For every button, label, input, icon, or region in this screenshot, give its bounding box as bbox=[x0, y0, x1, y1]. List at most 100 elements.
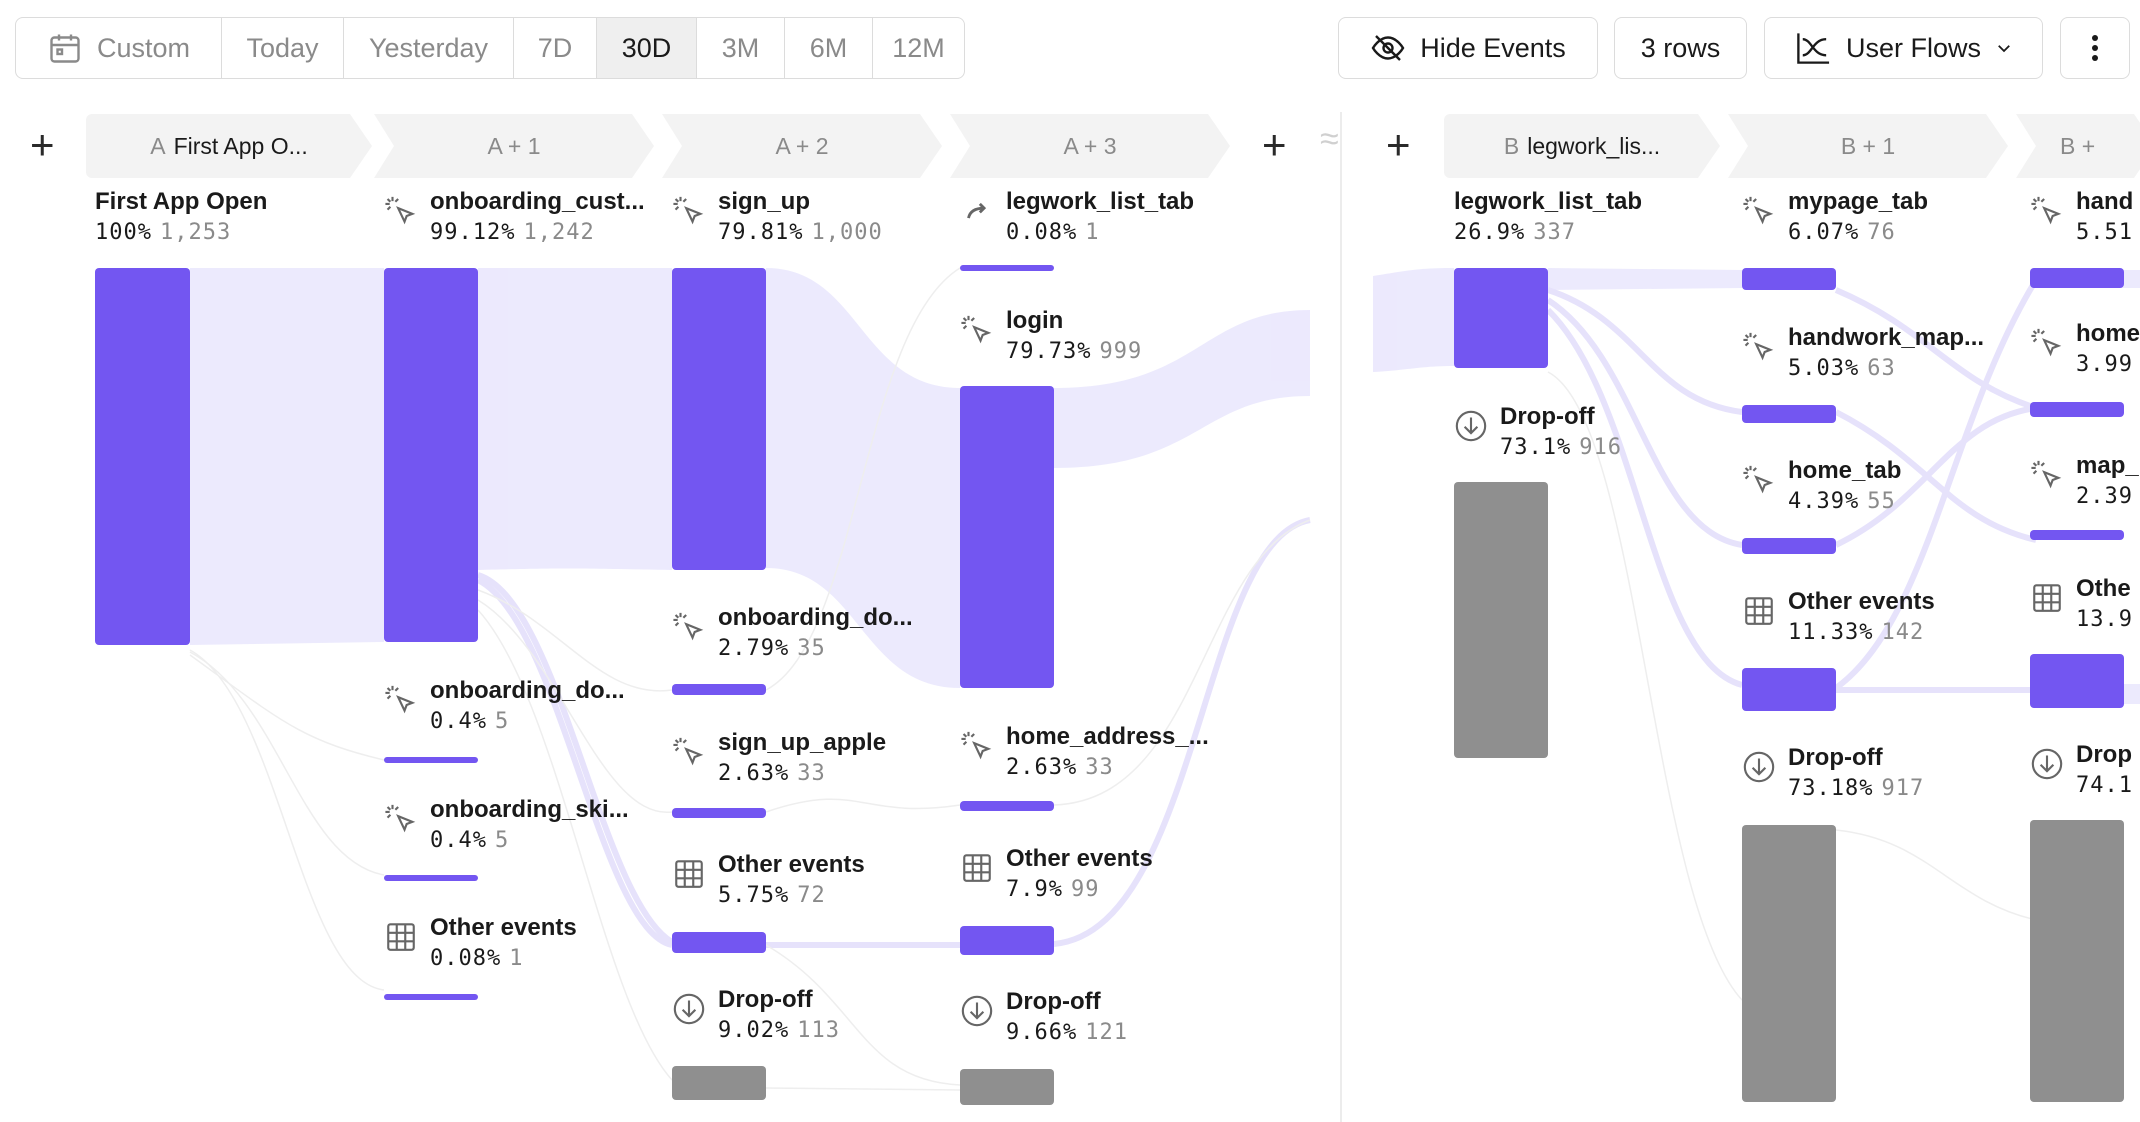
bar-b2-other[interactable] bbox=[2030, 654, 2124, 708]
bar-b2-hand[interactable] bbox=[2030, 268, 2124, 288]
click-icon bbox=[1743, 465, 1774, 494]
node-b0-dropoff[interactable]: Drop-off 73.1% 916 bbox=[1454, 401, 1622, 463]
eye-off-icon bbox=[1371, 35, 1405, 61]
node-b2-hand[interactable]: hand 5.51 bbox=[2030, 186, 2133, 248]
node-b1-home-tab[interactable]: home_tab 4.39% 55 bbox=[1742, 455, 1901, 517]
node-a0-first-app-open[interactable]: First App Open 100% 1,253 bbox=[95, 188, 268, 245]
date-range-3m[interactable]: 3M bbox=[696, 18, 784, 78]
step-header-a2[interactable]: A + 2 bbox=[662, 114, 942, 178]
gap-separator-icon: ≈ bbox=[1320, 120, 1339, 158]
section-divider bbox=[1340, 112, 1342, 1122]
date-range-6m[interactable]: 6M bbox=[784, 18, 872, 78]
date-range-custom[interactable]: Custom bbox=[16, 18, 221, 78]
add-step-after-button[interactable]: + bbox=[1262, 121, 1287, 168]
bar-a2-sign-up-apple[interactable] bbox=[672, 808, 766, 818]
bar-a3-home-address[interactable] bbox=[960, 801, 1054, 811]
bar-a1-other-events[interactable] bbox=[384, 994, 478, 1000]
bar-b1-mypage-tab[interactable] bbox=[1742, 268, 1836, 290]
node-b2-home[interactable]: home 3.99 bbox=[2030, 318, 2140, 380]
bar-a3-legwork-list-tab[interactable] bbox=[960, 265, 1054, 271]
click-icon bbox=[961, 731, 992, 760]
step-header-a[interactable]: A First App O... bbox=[86, 114, 372, 178]
date-range-selector: Custom Today Yesterday 7D 30D 3M 6M 12M bbox=[15, 17, 965, 79]
flow-a2-login bbox=[766, 268, 960, 688]
bar-a1-onboarding-do[interactable] bbox=[384, 757, 478, 763]
node-a2-dropoff[interactable]: Drop-off 9.02% 113 bbox=[672, 984, 840, 1046]
bar-a1-onboarding-cust[interactable] bbox=[384, 268, 478, 642]
node-a2-sign-up[interactable]: sign_up 79.81% 1,000 bbox=[672, 186, 883, 248]
bar-b0-legwork-list-tab[interactable] bbox=[1454, 268, 1548, 368]
more-options-button[interactable] bbox=[2060, 17, 2130, 79]
date-range-today[interactable]: Today bbox=[221, 18, 343, 78]
dropoff-icon bbox=[2031, 748, 2063, 780]
flow-a0-a1 bbox=[190, 268, 384, 645]
bar-a3-login[interactable] bbox=[960, 386, 1054, 688]
bar-a2-dropoff[interactable] bbox=[672, 1066, 766, 1100]
bar-b1-handwork-map[interactable] bbox=[1742, 405, 1836, 423]
dropoff-icon bbox=[961, 995, 993, 1027]
node-a2-sign-up-apple[interactable]: sign_up_apple 2.63% 33 bbox=[672, 727, 886, 789]
node-a1-other-events[interactable]: Other events 0.08% 1 bbox=[384, 912, 577, 974]
node-a3-other-events[interactable]: Other events 7.9% 99 bbox=[960, 843, 1153, 905]
node-b1-mypage-tab[interactable]: mypage_tab 6.07% 76 bbox=[1742, 186, 1928, 248]
user-flows-dropdown[interactable]: User Flows bbox=[1764, 17, 2043, 79]
node-a3-login[interactable]: login 79.73% 999 bbox=[960, 305, 1142, 367]
node-a1-onboarding-cust[interactable]: onboarding_cust... 99.12% 1,242 bbox=[384, 186, 645, 248]
node-b1-dropoff[interactable]: Drop-off 73.18% 917 bbox=[1742, 742, 1924, 804]
bar-a3-dropoff[interactable] bbox=[960, 1069, 1054, 1105]
bar-a3-other-events[interactable] bbox=[960, 926, 1054, 955]
bar-b1-home-tab[interactable] bbox=[1742, 538, 1836, 554]
flow-login-out bbox=[1054, 310, 1310, 468]
redirect-icon bbox=[967, 202, 987, 219]
node-a1-onboarding-do[interactable]: onboarding_do... 0.4% 5 bbox=[384, 675, 625, 737]
calendar-icon bbox=[50, 34, 80, 63]
dropoff-icon bbox=[1455, 410, 1487, 442]
bar-b1-dropoff[interactable] bbox=[1742, 825, 1836, 1102]
node-b1-other-events[interactable]: Other events 11.33% 142 bbox=[1742, 586, 1935, 648]
bar-b1-other-events[interactable] bbox=[1742, 668, 1836, 711]
click-icon bbox=[673, 612, 704, 641]
node-b2-dropoff[interactable]: Drop 74.1 bbox=[2030, 739, 2133, 801]
rows-button[interactable]: 3 rows bbox=[1614, 17, 1747, 79]
click-icon bbox=[1743, 332, 1774, 361]
add-step-before-b-button[interactable]: + bbox=[1386, 121, 1411, 168]
node-a3-home-address[interactable]: home_address_... 2.63% 33 bbox=[960, 721, 1209, 783]
bar-b0-dropoff[interactable] bbox=[1454, 482, 1548, 758]
bar-b2-home[interactable] bbox=[2030, 402, 2124, 417]
step-header-b2[interactable]: B + bbox=[2016, 114, 2140, 178]
date-range-yesterday[interactable]: Yesterday bbox=[343, 18, 513, 78]
node-b1-handwork-map[interactable]: handwork_map... 5.03% 63 bbox=[1742, 322, 1984, 384]
node-a3-legwork-list-tab[interactable]: legwork_list_tab 0.08% 1 bbox=[960, 186, 1194, 248]
node-b0-legwork-list-tab[interactable]: legwork_list_tab 26.9% 337 bbox=[1454, 188, 1643, 245]
bar-a1-onboarding-ski[interactable] bbox=[384, 875, 478, 881]
step-header-a3[interactable]: A + 3 bbox=[950, 114, 1230, 178]
bar-a2-other-events[interactable] bbox=[672, 932, 766, 953]
bar-b2-map[interactable] bbox=[2030, 530, 2124, 540]
date-range-12m[interactable]: 12M bbox=[872, 18, 964, 78]
click-icon bbox=[2031, 460, 2062, 489]
click-icon bbox=[673, 737, 704, 766]
dropoff-icon bbox=[673, 993, 705, 1025]
bar-a2-onboarding-do[interactable] bbox=[672, 684, 766, 695]
grid-icon bbox=[387, 923, 415, 951]
toolbar: Custom Today Yesterday 7D 30D 3M 6M 12M … bbox=[0, 0, 2140, 100]
hide-events-button[interactable]: Hide Events bbox=[1338, 17, 1598, 79]
bar-a2-sign-up[interactable] bbox=[672, 268, 766, 570]
add-step-before-button[interactable]: + bbox=[30, 121, 55, 168]
bar-a0-first-app-open[interactable] bbox=[95, 268, 190, 645]
dropoff-icon bbox=[1743, 751, 1775, 783]
click-icon bbox=[1743, 196, 1774, 225]
node-b2-other[interactable]: Othe 13.9 bbox=[2030, 573, 2133, 635]
bar-b2-dropoff[interactable] bbox=[2030, 820, 2124, 1102]
node-a1-onboarding-ski[interactable]: onboarding_ski... 0.4% 5 bbox=[384, 794, 629, 856]
step-header-a1[interactable]: A + 1 bbox=[374, 114, 654, 178]
date-range-30d[interactable]: 30D bbox=[596, 18, 696, 78]
grid-icon bbox=[1745, 597, 1773, 625]
node-a2-other-events[interactable]: Other events 5.75% 72 bbox=[672, 849, 865, 911]
node-b2-map[interactable]: map_ 2.39 bbox=[2030, 450, 2139, 512]
node-a3-dropoff[interactable]: Drop-off 9.66% 121 bbox=[960, 986, 1128, 1048]
date-range-7d[interactable]: 7D bbox=[513, 18, 596, 78]
step-header-b1[interactable]: B + 1 bbox=[1728, 114, 2008, 178]
node-a2-onboarding-do[interactable]: onboarding_do... 2.79% 35 bbox=[672, 602, 913, 664]
